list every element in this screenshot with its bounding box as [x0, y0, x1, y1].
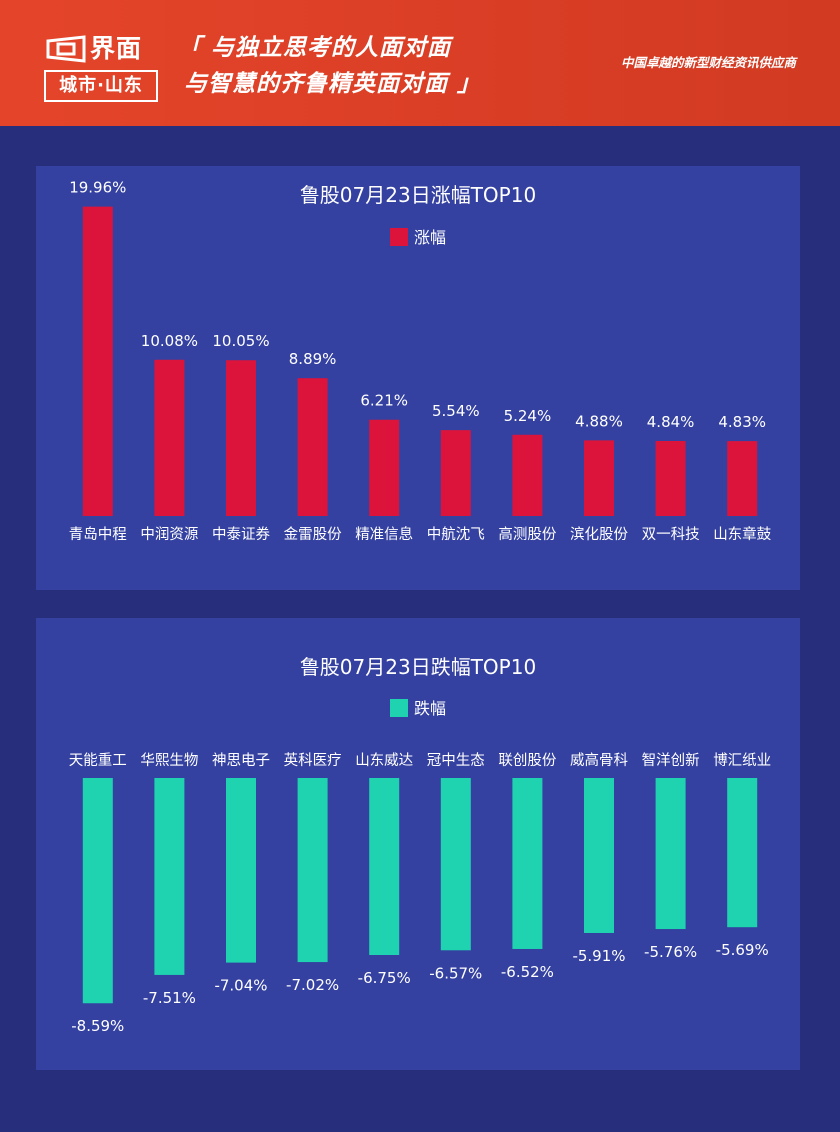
loss-bar-5 — [369, 778, 400, 955]
gain-bar-7 — [512, 434, 543, 516]
gainers-chart: 鲁股07月23日涨幅TOP10 涨幅 19.96% 青岛中程 10.08% 中润资源 10.… — [69, 179, 772, 543]
gain-bar-3 — [226, 360, 256, 516]
gain-bar-10 — [727, 441, 758, 516]
loss-bar-2 — [154, 778, 185, 975]
loss-data-label-6: -6.57% — [429, 964, 482, 982]
loss-bar-10 — [727, 778, 758, 928]
brand-logo: 界面 城市·山东 — [44, 32, 158, 102]
loss-category-label-6: 冠中生态 — [427, 752, 485, 769]
loss-data-label-4: -7.02% — [286, 976, 339, 994]
loss-bar-9 — [655, 778, 686, 930]
gain-bar-1 — [82, 206, 113, 516]
loss-bar-4 — [297, 778, 328, 963]
gain-category-label-10: 山东章鼓 — [713, 525, 771, 543]
loss-category-label-5: 山东威达 — [355, 752, 413, 769]
gain-category-label-9: 双一科技 — [642, 526, 700, 543]
losers-chart: 鲁股07月23日跌幅TOP10 跌幅 -8.59% 天能重工 -7.51% 华熙生物 -7.… — [69, 655, 771, 1035]
gain-data-label-1: 19.96% — [69, 179, 126, 197]
logo-word: 界面 — [90, 34, 143, 63]
gain-data-label-7: 5.24% — [504, 407, 552, 425]
header-banner: 界面 城市·山东 「 与独立思考的人面对面 与智慧的齐鲁精英面对面 」 中国卓越… — [0, 0, 840, 126]
gain-legend-swatch — [390, 228, 408, 246]
gain-bar-4 — [297, 378, 328, 516]
gain-bar-9 — [655, 440, 686, 516]
gain-data-label-10: 4.83% — [718, 413, 766, 431]
gain-category-label-6: 中航沈飞 — [427, 526, 485, 543]
loss-legend-label: 跌幅 — [414, 699, 446, 718]
logo-sub: 城市·山东 — [44, 70, 158, 102]
loss-legend-swatch — [390, 699, 408, 717]
gain-data-label-2: 10.08% — [141, 332, 198, 350]
gain-data-label-8: 4.88% — [575, 412, 623, 430]
gain-category-label-5: 精准信息 — [355, 526, 413, 543]
losers-chart-panel: 鲁股07月23日跌幅TOP10 跌幅 -8.59% 天能重工 -7.51% 华熙生物 -7.… — [36, 618, 800, 1070]
loss-data-label-8: -5.91% — [572, 947, 625, 965]
loss-category-label-2: 华熙生物 — [140, 752, 198, 769]
loss-legend: 跌幅 — [390, 699, 446, 718]
loss-category-label-4: 英科医疗 — [284, 751, 342, 769]
loss-data-label-5: -6.75% — [358, 969, 411, 987]
loss-data-label-3: -7.04% — [214, 977, 267, 995]
loss-category-label-1: 天能重工 — [69, 752, 127, 769]
loss-data-label-7: -6.52% — [501, 963, 554, 981]
gain-bar-5 — [369, 419, 400, 516]
slogan: 「 与独立思考的人面对面 与智慧的齐鲁精英面对面 」 — [178, 30, 481, 102]
gain-legend-label: 涨幅 — [414, 228, 446, 247]
gain-category-label-1: 青岛中程 — [69, 526, 127, 543]
loss-data-label-1: -8.59% — [71, 1017, 124, 1035]
gain-data-label-9: 4.84% — [647, 413, 695, 431]
gain-data-label-4: 8.89% — [289, 350, 337, 368]
loss-data-label-10: -5.69% — [716, 941, 769, 959]
tagline: 中国卓越的新型财经资讯供应商 — [620, 55, 796, 70]
loss-bar-6 — [440, 778, 471, 951]
loss-data-label-2: -7.51% — [143, 989, 196, 1007]
gainers-chart-panel: 鲁股07月23日涨幅TOP10 涨幅 19.96% 青岛中程 10.08% 中润资源 10.… — [36, 166, 800, 590]
loss-category-label-7: 联创股份 — [498, 752, 556, 769]
gain-data-label-5: 6.21% — [360, 392, 408, 410]
loss-bar-8 — [584, 778, 614, 933]
loss-category-label-9: 智洋创新 — [642, 752, 700, 769]
loss-chart-title: 鲁股07月23日跌幅TOP10 — [300, 655, 536, 679]
loss-category-label-3: 神思电子 — [212, 752, 270, 769]
loss-bar-7 — [512, 778, 543, 949]
loss-bar-3 — [226, 778, 256, 963]
gain-category-label-3: 中泰证券 — [212, 526, 270, 543]
gain-category-label-2: 中润资源 — [140, 526, 198, 543]
gain-bar-2 — [154, 359, 185, 516]
brand-mark-icon — [46, 35, 86, 63]
loss-data-label-9: -5.76% — [644, 943, 697, 961]
loss-category-label-10: 博汇纸业 — [713, 752, 771, 769]
gain-bar-6 — [440, 430, 471, 516]
gain-category-label-7: 高测股份 — [498, 526, 556, 543]
gain-data-label-3: 10.05% — [212, 332, 269, 350]
slogan-line-1: 「 与独立思考的人面对面 — [178, 35, 452, 61]
loss-bar-1 — [82, 778, 113, 1004]
gain-data-label-6: 5.54% — [432, 402, 480, 420]
gain-chart-title: 鲁股07月23日涨幅TOP10 — [300, 183, 536, 207]
loss-category-label-8: 威高骨科 — [570, 752, 628, 769]
gain-legend: 涨幅 — [390, 228, 446, 247]
gain-category-label-4: 金雷股份 — [284, 526, 342, 543]
gain-bar-8 — [584, 440, 614, 516]
gain-category-label-8: 滨化股份 — [570, 526, 628, 543]
slogan-line-2: 与智慧的齐鲁精英面对面 」 — [184, 71, 482, 97]
